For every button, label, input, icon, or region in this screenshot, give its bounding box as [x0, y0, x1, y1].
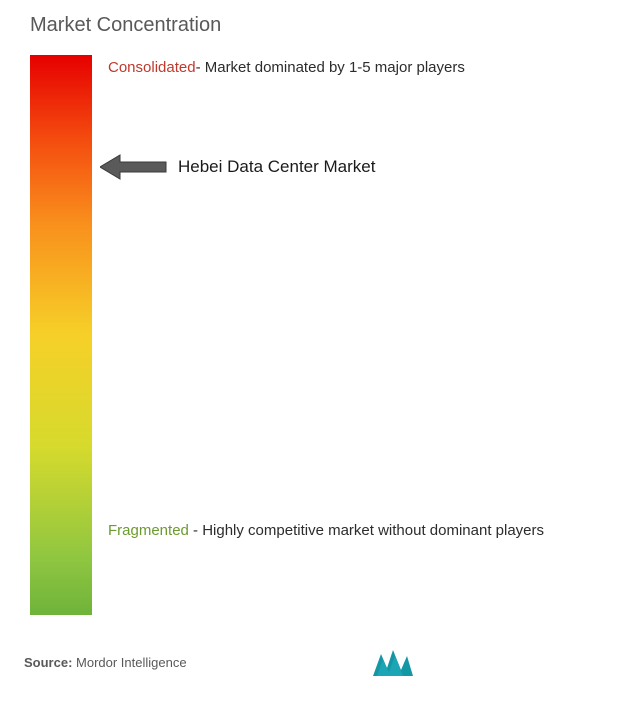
market-marker: Hebei Data Center Market: [100, 153, 375, 181]
source-prefix: Source:: [24, 655, 72, 670]
market-name-label: Hebei Data Center Market: [178, 157, 375, 177]
fragmented-label: Fragmented - Highly competitive market w…: [108, 520, 544, 543]
page-title: Market Concentration: [30, 14, 619, 37]
fragmented-description: - Highly competitive market without domi…: [189, 522, 544, 539]
footer: Source: Mordor Intelligence: [24, 646, 615, 678]
arrow-left-icon: [100, 153, 168, 181]
source-name: Mordor Intelligence: [72, 655, 186, 670]
mordor-intelligence-logo: [371, 646, 415, 678]
fragmented-word: Fragmented: [108, 522, 189, 539]
concentration-gradient-bar: [30, 55, 92, 615]
concentration-chart: Consolidated- Market dominated by 1-5 ma…: [20, 55, 619, 615]
consolidated-word: Consolidated: [108, 59, 196, 76]
source-attribution: Source: Mordor Intelligence: [24, 655, 187, 670]
consolidated-description: - Market dominated by 1-5 major players: [196, 59, 465, 76]
logo-icon: [371, 646, 415, 678]
consolidated-label: Consolidated- Market dominated by 1-5 ma…: [108, 57, 465, 78]
